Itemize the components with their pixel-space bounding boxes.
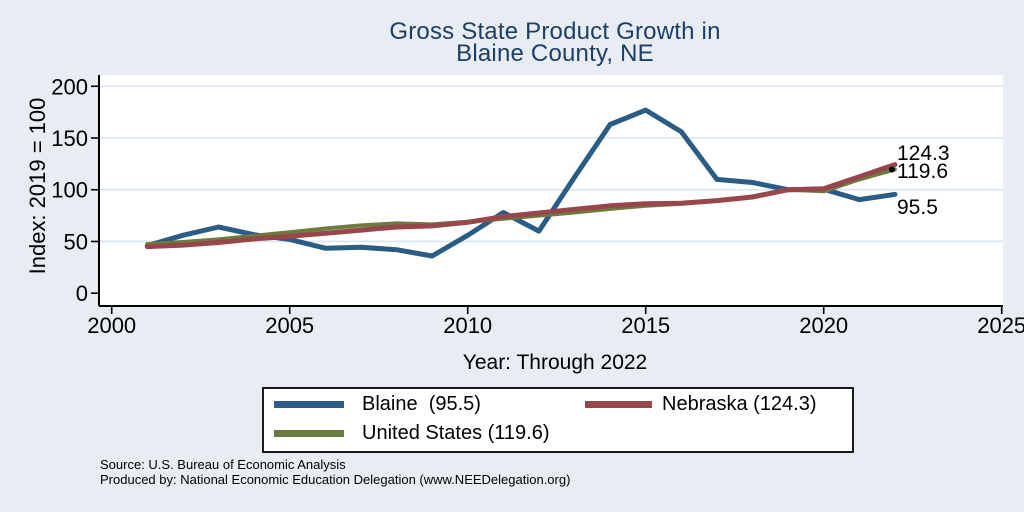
end-value-label-nebraska: 124.3 <box>897 142 950 165</box>
series-line-nebraska <box>144 162 898 250</box>
legend-label-nebraska: Nebraska (124.3) <box>662 393 817 415</box>
legend-label-united-states: United States (119.6) <box>362 422 550 444</box>
legend-label-blaine: Blaine (95.5) <box>362 393 481 415</box>
nebraska-line-swatch <box>585 401 652 408</box>
chart-title-line1: Gross State Product Growth in <box>389 18 721 45</box>
produced-by-line: Produced by: National Economic Education… <box>100 472 571 487</box>
x-tick-label-2015: 2015 <box>621 313 670 338</box>
y-tick-label-200: 200 <box>51 74 88 99</box>
source-notes: Source: U.S. Bureau of Economic Analysis… <box>100 457 570 487</box>
legend-item-blaine: Blaine (95.5) <box>274 393 554 417</box>
chart-title: Gross State Product Growth in Blaine Cou… <box>86 18 1024 67</box>
end-value-label-united-states: 119.6 <box>897 160 948 183</box>
y-tick-label-150: 150 <box>51 126 88 151</box>
y-axis-title: Index: 2019 = 100 <box>25 97 50 275</box>
x-axis-title: Year: Through 2022 <box>462 351 648 374</box>
legend-item-united-states: United States (119.6) <box>274 422 574 446</box>
source-line: Source: U.S. Bureau of Economic Analysis <box>100 457 346 472</box>
y-tick-label-0: 0 <box>76 281 88 306</box>
y-tick-label-50: 50 <box>64 229 88 254</box>
x-tick-label-2025: 2025 <box>977 313 1024 338</box>
x-tick-label-2005: 2005 <box>265 313 314 338</box>
x-tick-label-2000: 2000 <box>87 313 136 338</box>
united-states-line-swatch <box>274 430 344 437</box>
y-tick-label-100: 100 <box>51 178 88 203</box>
x-tick-label-2010: 2010 <box>443 313 492 338</box>
legend-item-nebraska: Nebraska (124.3) <box>585 393 850 417</box>
end-value-label-blaine: 95.5 <box>897 196 938 219</box>
chart-legend: Blaine (95.5) Nebraska (124.3) United St… <box>262 387 854 453</box>
end-marker-dot <box>888 166 895 173</box>
chart-title-line2: Blaine County, NE <box>456 40 654 67</box>
x-tick-label-2020: 2020 <box>799 313 848 338</box>
blaine-line-swatch <box>274 401 344 408</box>
